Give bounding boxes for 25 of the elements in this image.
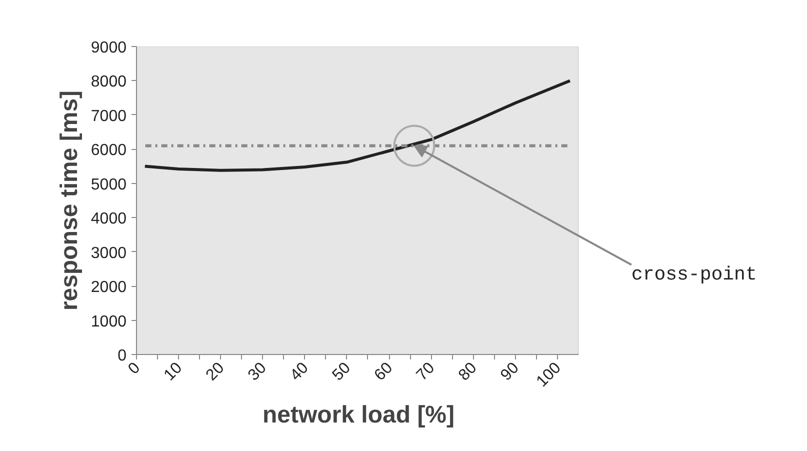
line-series: [143, 79, 572, 172]
x-tick-label: 70: [414, 359, 438, 384]
y-tick-label: 8000: [90, 74, 127, 91]
y-tick-label: 3000: [90, 244, 127, 262]
x-tick-label: 0: [125, 359, 144, 378]
x-tick-label: 80: [456, 359, 480, 384]
y-tick-label: 5000: [90, 176, 127, 194]
x-tick-label: 10: [161, 359, 186, 384]
x-tick-label: 30: [245, 359, 270, 384]
y-tick-label: 7000: [90, 108, 127, 125]
x-tick-label: 60: [371, 359, 396, 384]
y-tick-label: 0: [118, 348, 127, 364]
y-axis-title: response time [ms]: [56, 90, 83, 311]
y-tick-label: 9000: [90, 40, 127, 56]
y-tick-label: 1000: [90, 313, 127, 330]
x-tick-label: 20: [203, 359, 228, 384]
annotation: cross-point: [631, 264, 757, 286]
x-tick-label: 100: [534, 359, 564, 390]
x-tick-label: 40: [287, 359, 312, 384]
y-tick-label: 6000: [90, 142, 127, 160]
x-tick-label: 50: [329, 359, 354, 384]
y-tick-label: 2000: [90, 279, 127, 296]
y-tick-label: 4000: [90, 210, 127, 228]
x-axis-title: network load [%]: [262, 402, 455, 428]
x-tick-label: 90: [498, 359, 522, 384]
